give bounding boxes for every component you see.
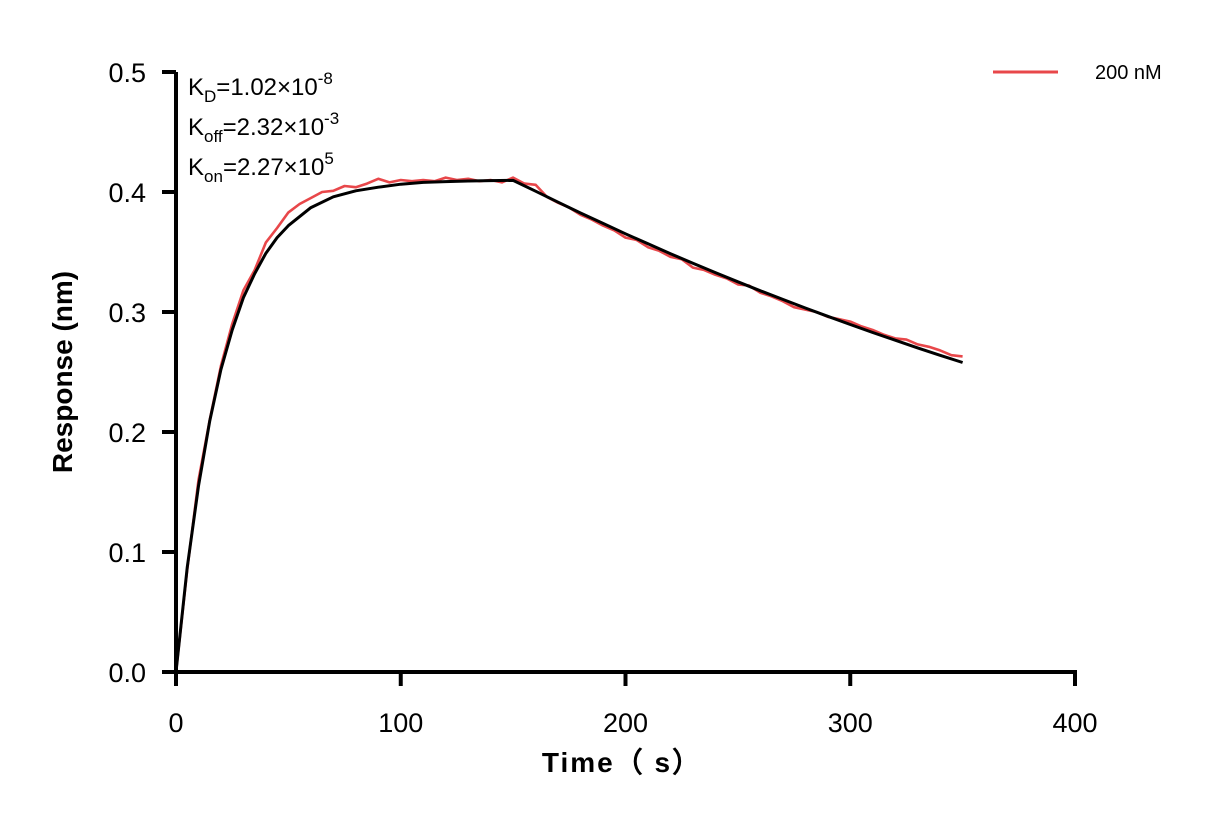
y-tick-label: 0.4: [108, 178, 146, 208]
fit-curve-line: [174, 178, 964, 673]
kd-annotation: KD=1.02×10-8: [188, 69, 333, 106]
kon-annotation: Kon=2.27×105: [188, 149, 334, 186]
x-tick-label: 100: [378, 708, 423, 738]
koff-annotation: Koff=2.32×10-3: [188, 109, 339, 146]
kinetics-annotation: KD=1.02×10-8 Koff=2.32×10-3 Kon=2.27×105: [188, 69, 339, 186]
x-tick-label: 400: [1052, 708, 1097, 738]
legend-label-200nm: 200 nM: [1095, 62, 1162, 84]
y-tick-label: 0.0: [108, 658, 146, 688]
series-line-200nm: [174, 176, 963, 673]
x-axis-title: Time（ s）: [542, 746, 702, 778]
y-tick-label: 0.3: [108, 298, 146, 328]
x-tick-label: 300: [828, 708, 873, 738]
y-axis-title: Response (nm): [47, 271, 78, 473]
ticks: 0 100 200 300 400 0.0 0.1 0.2 0.3 0.4 0.5: [108, 58, 1097, 738]
y-tick-label: 0.5: [108, 58, 146, 88]
plot-area: [174, 176, 964, 673]
x-tick-label: 200: [603, 708, 648, 738]
y-tick-label: 0.1: [108, 538, 146, 568]
y-tick-label: 0.2: [108, 418, 146, 448]
legend: 200 nM: [993, 62, 1162, 84]
x-tick-label: 0: [168, 708, 183, 738]
